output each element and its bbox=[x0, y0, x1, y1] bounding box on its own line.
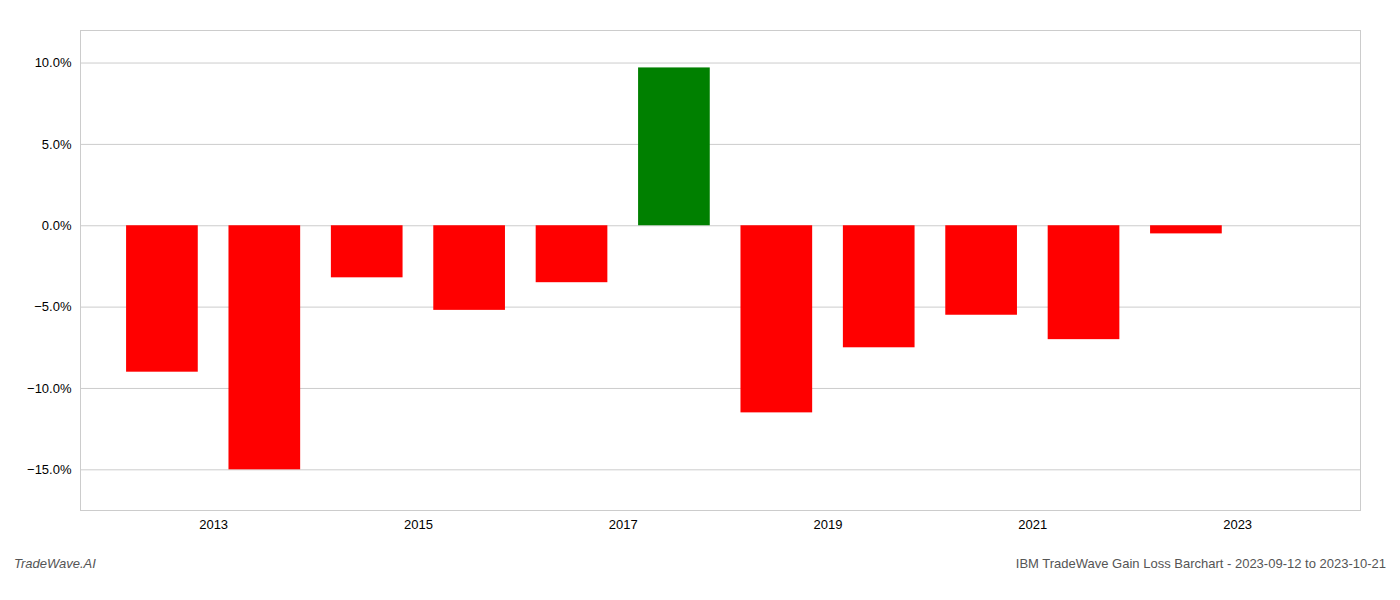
svg-text:−15.0%: −15.0% bbox=[27, 462, 72, 477]
svg-text:2015: 2015 bbox=[404, 517, 433, 532]
svg-text:−10.0%: −10.0% bbox=[27, 381, 72, 396]
svg-text:10.0%: 10.0% bbox=[35, 55, 72, 70]
html-text:IBM TradeWave Gain Loss Barcha: IBM TradeWave Gain Loss Barchart - 2023-… bbox=[1015, 556, 1386, 571]
svg-text:−5.0%: −5.0% bbox=[34, 299, 72, 314]
svg-text:2019: 2019 bbox=[814, 517, 843, 532]
svg-text:0.0%: 0.0% bbox=[42, 218, 72, 233]
svg-text:2013: 2013 bbox=[199, 517, 228, 532]
html-text:TradeWave.AI: TradeWave.AI bbox=[14, 556, 96, 571]
svg-text:2023: 2023 bbox=[1223, 517, 1252, 532]
svg-text:2017: 2017 bbox=[609, 517, 638, 532]
svg-text:5.0%: 5.0% bbox=[42, 137, 72, 152]
svg-text:2021: 2021 bbox=[1018, 517, 1047, 532]
